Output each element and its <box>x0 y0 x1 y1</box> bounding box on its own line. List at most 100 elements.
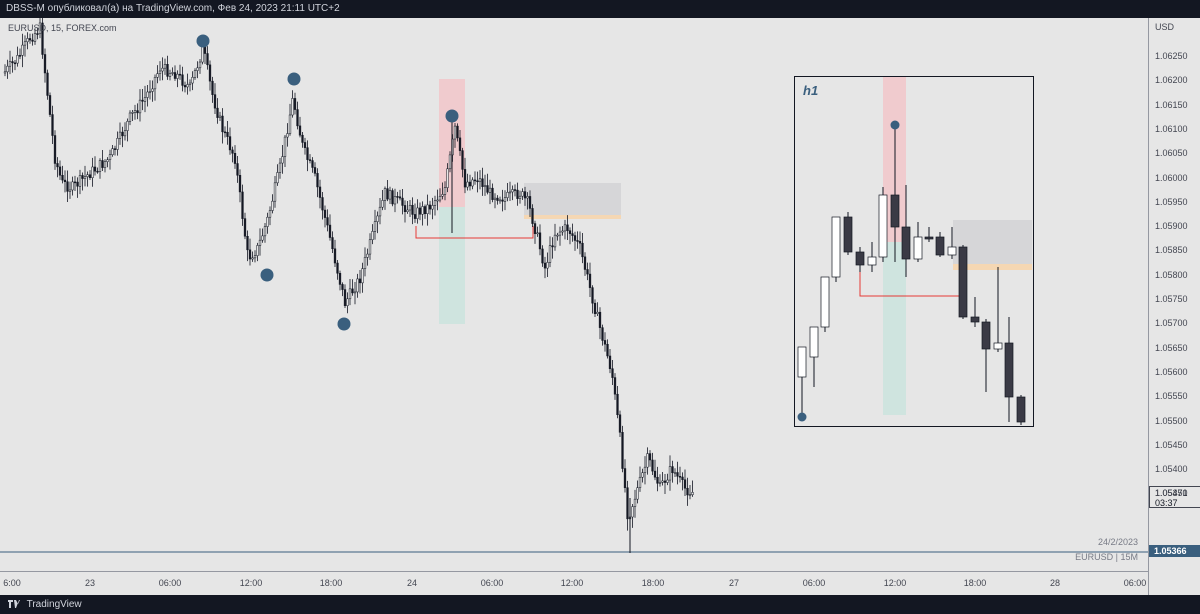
candle-body <box>251 257 254 260</box>
candle-body <box>671 466 674 473</box>
candle-body <box>246 235 249 251</box>
chart-area[interactable]: EURUSD, 15, FOREX.com 24/2/2023 EURUSD |… <box>0 18 1200 595</box>
time-tick: 27 <box>728 578 740 588</box>
candle-body <box>78 175 82 187</box>
candle-body <box>28 38 32 41</box>
time-scale[interactable]: 6:00 23 06:00 12:00 18:00 24 06:00 12:00 18:00 27… <box>0 571 1148 595</box>
candle-body <box>683 479 687 489</box>
candle-body <box>411 204 414 215</box>
candle-body <box>181 74 184 86</box>
candle-body <box>566 224 569 231</box>
candle-body <box>91 166 94 179</box>
candle-body <box>216 107 219 118</box>
candle-body <box>438 195 442 201</box>
candle-body <box>221 115 224 133</box>
candle-body <box>678 476 682 478</box>
candle-body <box>271 200 274 211</box>
candle-body <box>193 70 197 78</box>
candle-body <box>503 197 507 202</box>
candle-body <box>86 174 89 177</box>
candle-body <box>603 340 607 345</box>
candle-body <box>148 91 152 93</box>
h1-inset-panel: h1 <box>794 76 1034 427</box>
candle-body <box>126 121 129 131</box>
candle-body <box>656 476 659 484</box>
candlestick-plot[interactable] <box>0 18 1148 571</box>
candle-body <box>96 170 99 173</box>
candle-body <box>268 210 272 218</box>
candle-body <box>658 482 662 484</box>
candle-body <box>381 200 384 208</box>
candle-body <box>513 189 517 191</box>
candle-body <box>113 148 117 150</box>
candle-body <box>198 61 202 69</box>
candle-body <box>161 67 164 72</box>
candle-body <box>16 55 19 64</box>
candle-body <box>551 245 554 248</box>
candle-body <box>188 82 192 85</box>
candle-body <box>593 302 597 314</box>
price-scale[interactable]: USD 1.05471 03:37 1.05366 1.06250 1.06200… <box>1148 18 1200 595</box>
candle-body <box>446 168 449 188</box>
candle-body <box>238 175 242 193</box>
candle-body <box>468 181 472 187</box>
price-tick: 1.05900 <box>1155 221 1188 232</box>
candle-body <box>58 166 62 176</box>
candle-body <box>453 125 457 140</box>
candle-body <box>31 39 34 42</box>
candle-body <box>663 480 667 483</box>
candle-body <box>641 472 644 478</box>
candle-body <box>46 72 49 96</box>
price-tick: 1.05550 <box>1155 391 1188 402</box>
candle-body <box>591 287 594 304</box>
candle-body <box>498 199 502 202</box>
candle-body <box>273 182 277 202</box>
candle-body <box>306 147 309 160</box>
candle-body <box>18 55 22 57</box>
candle-body <box>626 487 629 520</box>
candle-body <box>281 156 284 164</box>
candle-body <box>686 487 689 496</box>
candle-body <box>341 284 344 290</box>
candle-body <box>173 72 177 79</box>
candle-body <box>21 44 24 56</box>
candle-body <box>646 453 649 468</box>
candle-body <box>208 64 212 82</box>
h1-candle-body <box>1016 396 1026 423</box>
candle-body <box>38 22 42 35</box>
candle-body <box>206 53 209 66</box>
h1-candle-body <box>1004 342 1014 398</box>
h1-swing-marker <box>890 120 900 130</box>
candle-body <box>308 159 312 161</box>
candle-body <box>68 189 72 192</box>
candle-body <box>401 197 404 206</box>
candle-body <box>416 207 419 219</box>
price-tick: 1.06000 <box>1155 172 1188 183</box>
candle-body <box>326 217 329 226</box>
candle-body <box>231 149 234 154</box>
candle-body <box>481 178 484 187</box>
candle-body <box>201 45 204 63</box>
candle-body <box>261 235 264 241</box>
candle-body <box>311 160 314 168</box>
imbalance-zone <box>524 183 621 219</box>
candle-body <box>516 189 519 199</box>
h1-candle-body <box>831 216 841 278</box>
h1-swing-marker <box>797 412 807 422</box>
h1-candle-body <box>935 236 945 256</box>
time-tick: 12:00 <box>239 578 263 588</box>
candle-body <box>81 175 84 179</box>
price-tick: 1.05800 <box>1155 269 1188 280</box>
candle-body <box>301 134 304 143</box>
time-tick: 12:00 <box>883 578 907 588</box>
candle-body <box>328 224 332 238</box>
candle-body <box>608 355 612 369</box>
candle-body <box>313 167 317 174</box>
candle-body <box>233 153 237 164</box>
candle-body <box>363 257 367 269</box>
candle-body <box>541 248 544 264</box>
price-tick: 1.05450 <box>1155 439 1188 450</box>
candle-body <box>101 160 104 168</box>
h1-candle-body <box>958 246 968 318</box>
candle-body <box>456 125 459 139</box>
